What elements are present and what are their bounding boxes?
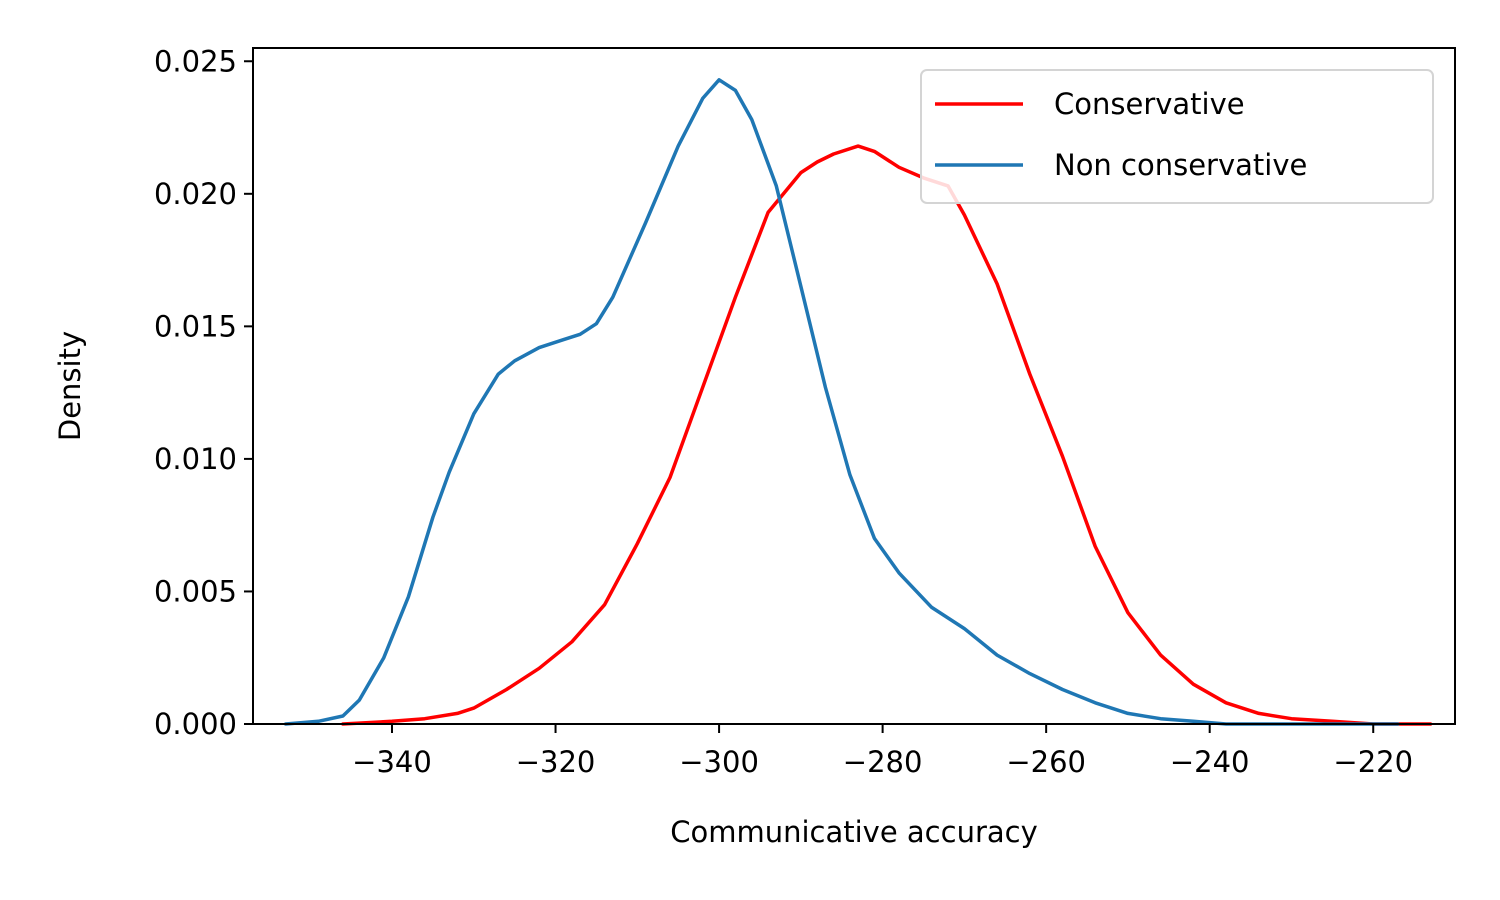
x-tick-label: −300 — [679, 745, 759, 779]
y-axis-label: Density — [53, 331, 87, 441]
axis-ticks: −340 −320 −300 −280 −260 −240 −220 0.000 0.005 0.… — [154, 44, 1413, 779]
y-tick-label: 0.010 — [154, 442, 237, 476]
x-tick-label: −320 — [516, 745, 596, 779]
x-tick-label: −220 — [1333, 745, 1413, 779]
legend-box — [920, 69, 1434, 204]
y-tick-label: 0.025 — [154, 44, 237, 78]
series-line-0 — [341, 144, 1433, 726]
series-line-1 — [283, 78, 1400, 726]
x-axis-label: Communicative accuracy — [670, 815, 1038, 849]
y-tick-label: 0.005 — [154, 574, 237, 608]
axes-frame — [252, 47, 1456, 725]
x-tick-label: −280 — [843, 745, 923, 779]
x-tick-label: −260 — [1006, 745, 1086, 779]
x-tick-label: −340 — [352, 745, 432, 779]
legend-label: Conservative — [1054, 87, 1245, 121]
plot-area — [252, 47, 1456, 726]
y-tick-label: 0.020 — [154, 177, 237, 211]
y-tick-label: 0.015 — [154, 309, 237, 343]
legend: Conservative Non conservative — [920, 69, 1434, 204]
legend-label: Non conservative — [1054, 148, 1307, 182]
y-tick-label: 0.000 — [154, 707, 237, 741]
x-tick-label: −240 — [1170, 745, 1250, 779]
